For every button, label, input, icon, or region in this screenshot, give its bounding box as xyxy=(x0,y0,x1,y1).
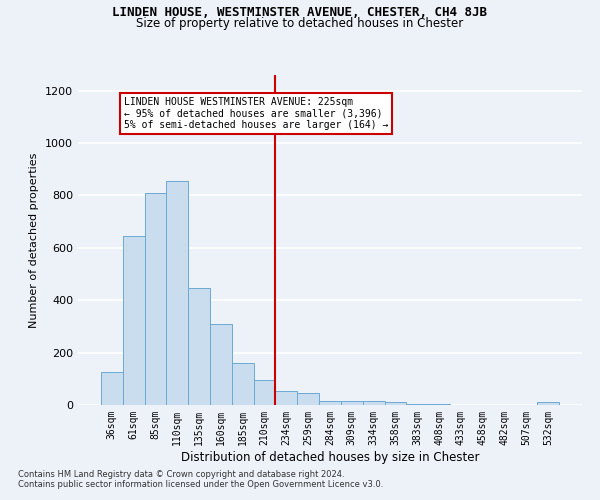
Bar xyxy=(166,181,188,405)
Bar xyxy=(341,401,363,405)
Text: Contains HM Land Registry data © Crown copyright and database right 2024.: Contains HM Land Registry data © Crown c… xyxy=(18,470,344,479)
Bar xyxy=(188,288,210,405)
Bar xyxy=(232,363,254,405)
Text: Size of property relative to detached houses in Chester: Size of property relative to detached ho… xyxy=(136,17,464,30)
Bar xyxy=(275,390,297,405)
Text: Contains public sector information licensed under the Open Government Licence v3: Contains public sector information licen… xyxy=(18,480,383,489)
Bar xyxy=(210,324,232,405)
Text: Distribution of detached houses by size in Chester: Distribution of detached houses by size … xyxy=(181,451,479,464)
Bar xyxy=(537,402,559,405)
Bar xyxy=(363,400,385,405)
Bar xyxy=(428,404,450,405)
Y-axis label: Number of detached properties: Number of detached properties xyxy=(29,152,40,328)
Bar xyxy=(297,393,319,405)
Text: LINDEN HOUSE WESTMINSTER AVENUE: 225sqm
← 95% of detached houses are smaller (3,: LINDEN HOUSE WESTMINSTER AVENUE: 225sqm … xyxy=(124,98,388,130)
Bar xyxy=(319,401,341,405)
Bar xyxy=(123,236,145,405)
Bar xyxy=(385,402,406,405)
Bar xyxy=(254,380,275,405)
Bar xyxy=(145,193,166,405)
Bar xyxy=(406,404,428,405)
Text: LINDEN HOUSE, WESTMINSTER AVENUE, CHESTER, CH4 8JB: LINDEN HOUSE, WESTMINSTER AVENUE, CHESTE… xyxy=(113,6,487,19)
Bar xyxy=(101,372,123,405)
